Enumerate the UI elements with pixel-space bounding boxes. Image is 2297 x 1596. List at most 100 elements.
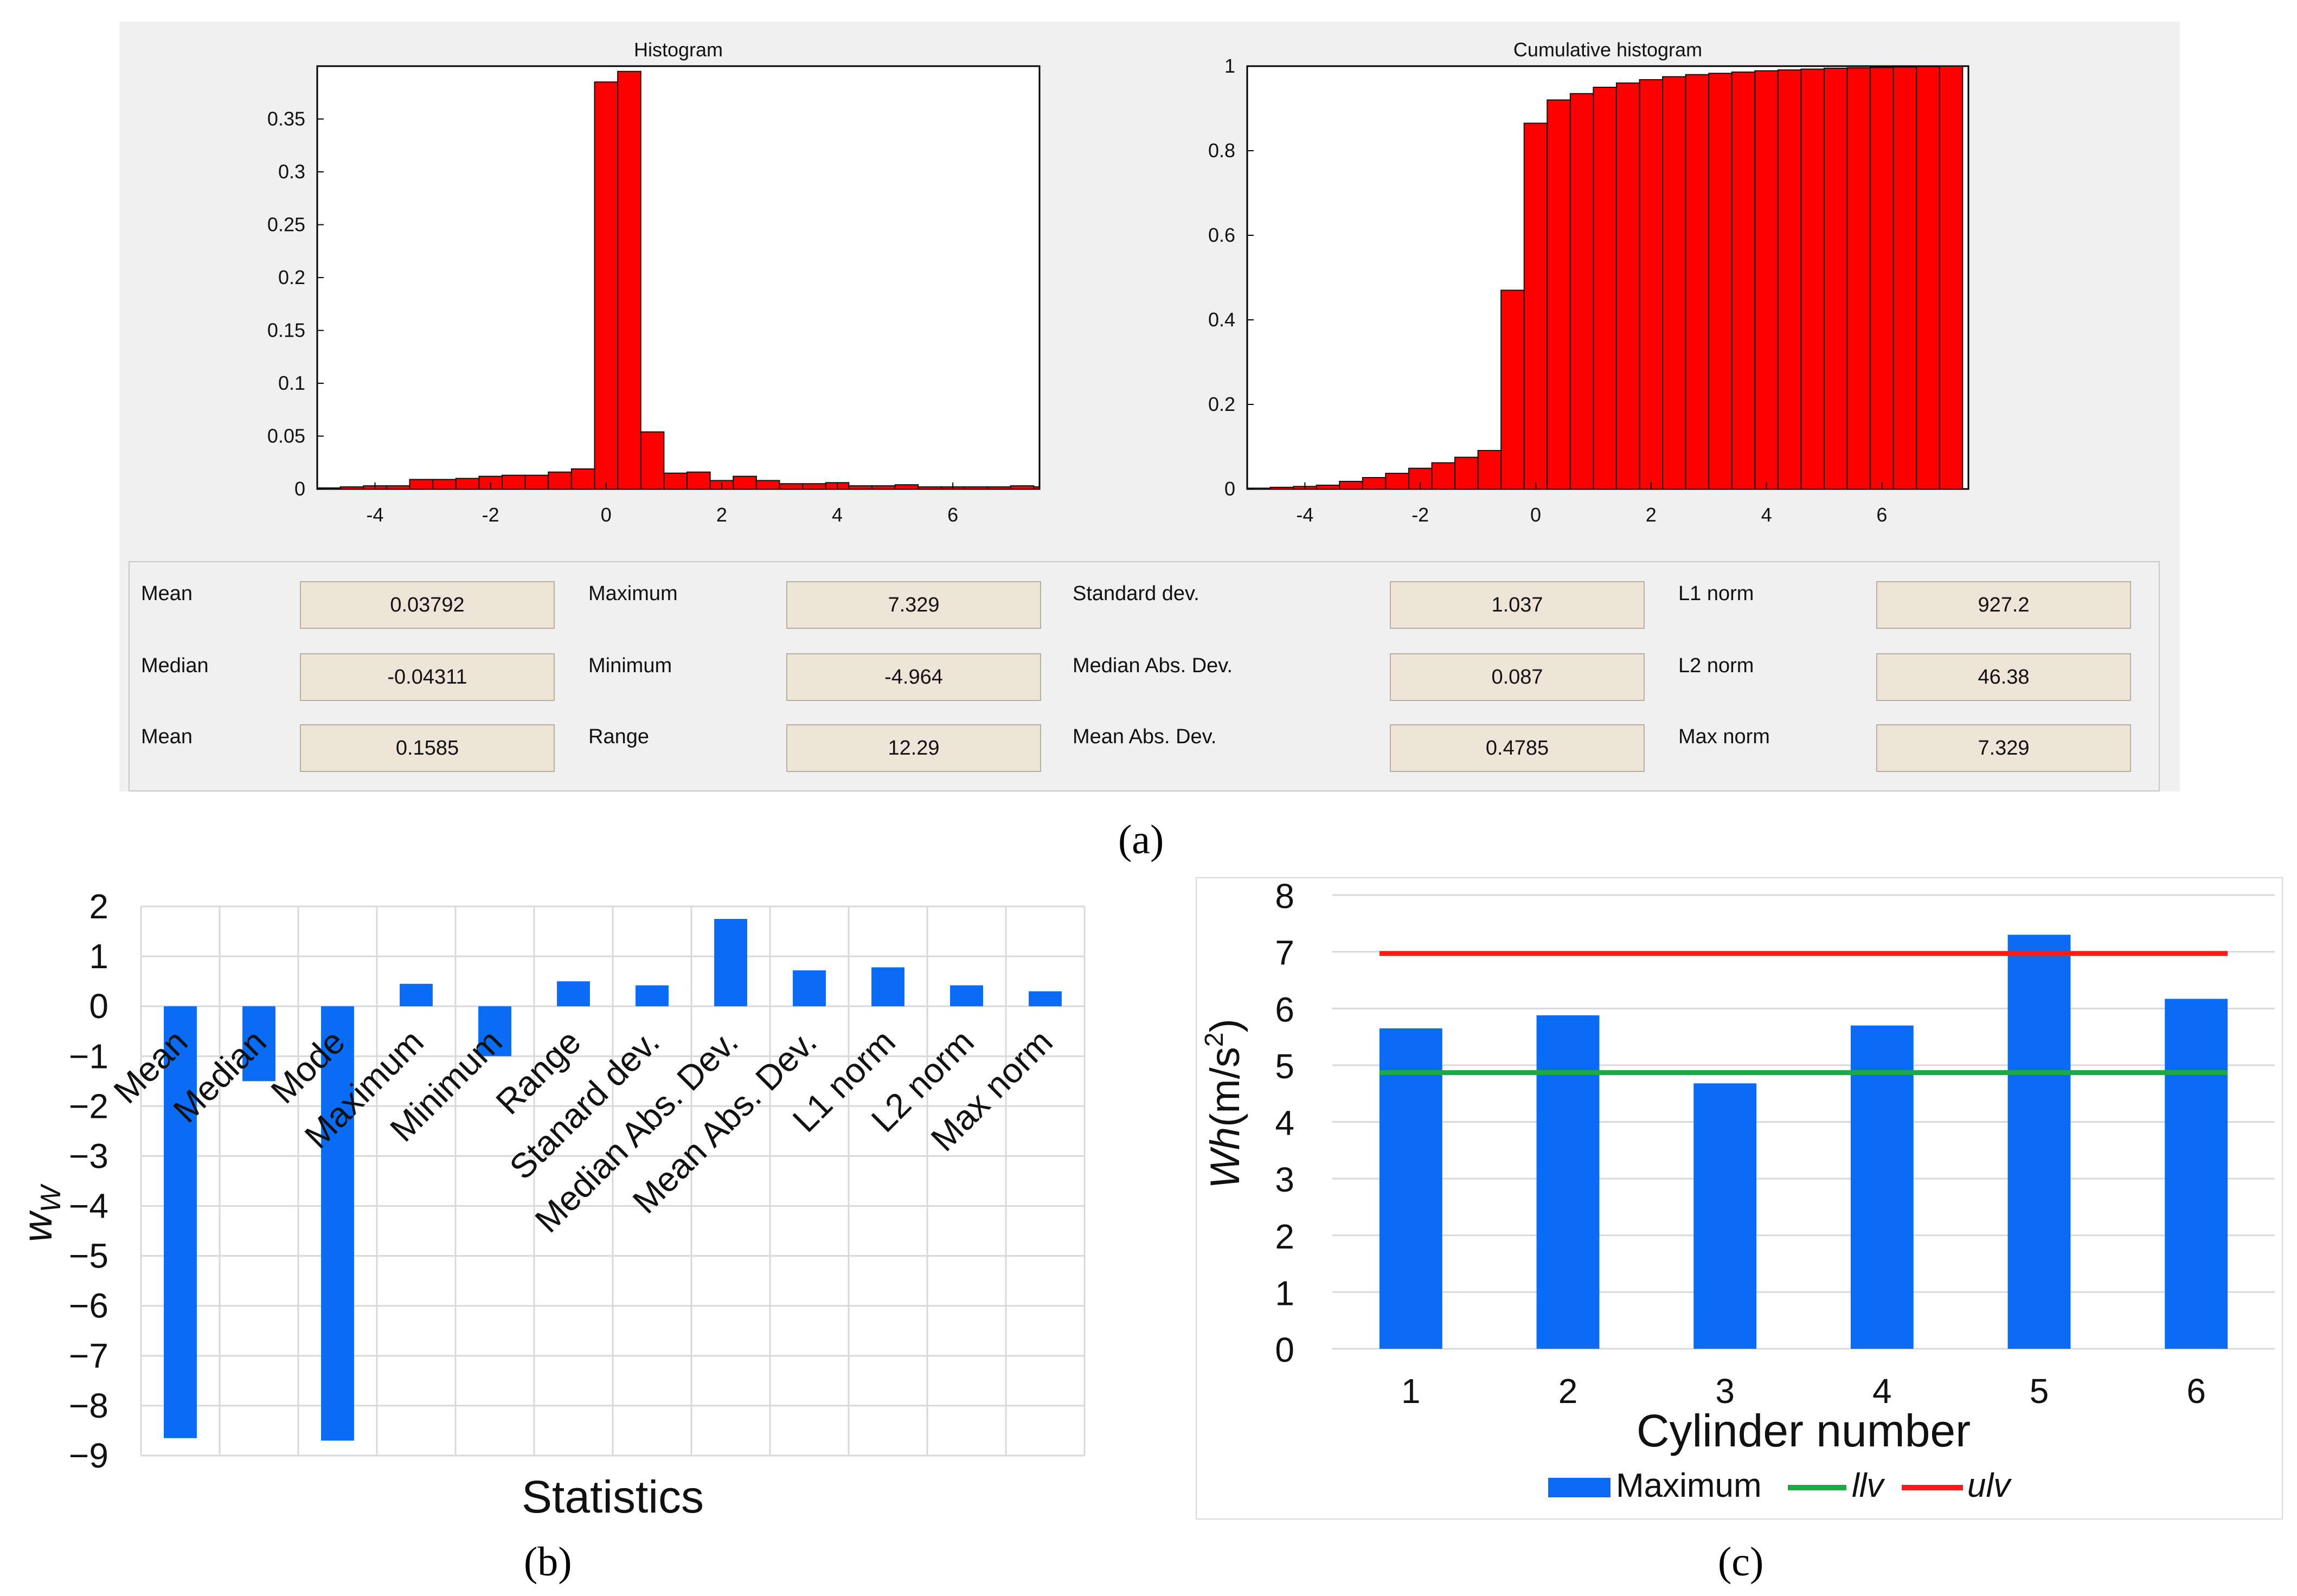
legend-maximum-label: Maximum <box>1616 1467 1762 1504</box>
histogram-bar <box>1033 486 1040 490</box>
histogram-x-tick-label: -4 <box>367 504 384 526</box>
histogram-bar <box>894 484 919 490</box>
histogram-bar <box>733 475 757 490</box>
cumulative-bar <box>1593 87 1617 490</box>
histogram-bar <box>779 483 804 490</box>
y-tick-label: 8 <box>1275 877 1294 916</box>
y-tick-label: −7 <box>69 1336 108 1375</box>
x-axis-label: Statistics <box>522 1471 704 1522</box>
cumulative-title: Cumulative histogram <box>1513 38 1702 61</box>
histogram-bar <box>640 431 665 490</box>
histogram-bar <box>409 479 434 490</box>
histogram-bar <box>1010 485 1035 490</box>
bar-median-abs-dev- <box>714 919 747 1007</box>
caption-b: (b) <box>524 1539 572 1585</box>
histogram-x-tick-label: 6 <box>947 504 958 526</box>
histogram-y-tick-label: 0.1 <box>278 372 305 394</box>
stat-value-minimum: -4.964 <box>786 653 1041 701</box>
cumulative-bar <box>1916 66 1940 490</box>
cumulative-bar <box>1800 68 1825 490</box>
x-axis-label: Cylinder number <box>1637 1405 1971 1456</box>
cumulative-y-tick-label: 0.2 <box>1208 393 1235 415</box>
histogram-bar <box>339 486 364 490</box>
statistics-weights-chart: 210−1−2−3−4−5−6−7−8−9MeanMedianModeMaxim… <box>15 887 1086 1522</box>
cumulative-x-tick-label: -4 <box>1296 504 1313 526</box>
bar-cylinder-1 <box>1379 1028 1442 1349</box>
y-tick-label: 6 <box>1275 990 1294 1029</box>
stat-value-l2-norm: 46.38 <box>1876 653 2131 701</box>
bar-maximum <box>400 983 433 1007</box>
cumulative-bar <box>1870 67 1894 490</box>
legend-llv-label: llv <box>1852 1467 1885 1504</box>
cumulative-bar <box>1777 69 1802 490</box>
stat-label-minimum: Minimum <box>588 654 672 677</box>
bar-mean <box>164 1006 197 1438</box>
caption-a: (a) <box>1118 817 1164 863</box>
cumulative-bar <box>1339 480 1363 490</box>
cumulative-bar <box>1708 73 1733 490</box>
y-tick-label: −9 <box>69 1436 108 1475</box>
legend-maximum-swatch <box>1548 1478 1611 1497</box>
stat-label-median: Median <box>141 654 209 677</box>
cumulative-bar <box>1269 486 1294 490</box>
histogram-chart: Histogram -4 -2 0 2 4 6 0 0.05 0.1 0.15 0.2 0.25 0.3 0… <box>267 38 1969 526</box>
histogram-bar <box>548 471 572 490</box>
y-tick-label: 0 <box>1275 1330 1294 1369</box>
cumulative-bar <box>1316 484 1340 490</box>
histogram-y-tick-label: 0.25 <box>267 214 305 236</box>
histogram-y-tick-label: 0.35 <box>267 108 305 130</box>
cumulative-bar <box>1846 67 1871 490</box>
cumulative-x-tick-label: 0 <box>1530 504 1541 526</box>
chart-c-frame <box>1196 877 2283 1520</box>
y-tick-label: 4 <box>1275 1104 1294 1143</box>
stat-label-l2-norm: L2 norm <box>1678 654 1754 677</box>
x-tick-label: 5 <box>2030 1372 2049 1411</box>
x-tick-label: 4 <box>1872 1372 1892 1411</box>
cumulative-bar <box>1523 123 1548 490</box>
cumulative-x-tick-label: 4 <box>1761 504 1772 526</box>
histogram-y-tick-label: 0.2 <box>278 266 305 288</box>
stat-label-l1-norm: L1 norm <box>1678 582 1754 605</box>
y-tick-label: 5 <box>1275 1047 1294 1086</box>
legend-ulv-label: ulv <box>1967 1467 2012 1504</box>
stat-value-std-dev: 1.037 <box>1390 581 1645 629</box>
y-tick-label: −6 <box>69 1286 108 1325</box>
cumulative-bar <box>1431 462 1456 490</box>
cumulative-bar <box>1892 66 1917 490</box>
cumulative-y-tick-label: 0.4 <box>1208 308 1235 331</box>
stat-value-mean-abs-dev: 0.4785 <box>1390 724 1645 772</box>
y-tick-label: 0 <box>89 987 108 1026</box>
y-tick-label: −4 <box>69 1187 108 1226</box>
bar-stanard-dev- <box>636 985 669 1007</box>
bar-max-norm <box>1029 991 1062 1007</box>
cumulative-bar <box>1754 70 1779 490</box>
histogram-bar <box>663 472 688 490</box>
cumulative-bar <box>1385 473 1409 490</box>
bar-cylinder-3 <box>1693 1083 1757 1349</box>
y-tick-label: 3 <box>1275 1160 1294 1199</box>
stat-label-median-abs-dev: Median Abs. Dev. <box>1073 654 1233 677</box>
cumulative-bar <box>1615 82 1640 490</box>
histogram-y-tick-label: 0.15 <box>267 319 305 342</box>
histogram-x-tick-label: 2 <box>716 504 727 526</box>
stat-value-maximum: 7.329 <box>786 581 1041 629</box>
histogram-bar <box>964 486 989 490</box>
cumulative-x-tick-label: -2 <box>1411 504 1429 526</box>
y-tick-label: 2 <box>1275 1217 1294 1256</box>
cumulative-bar <box>1685 74 1710 490</box>
y-tick-label: −1 <box>69 1037 108 1076</box>
stat-value-median-abs-dev: 0.087 <box>1390 653 1645 701</box>
bar-cylinder-2 <box>1536 1015 1600 1349</box>
stat-value-median: -0.04311 <box>300 653 555 701</box>
histogram-bar <box>802 483 826 490</box>
cumulative-bar <box>1824 67 1848 490</box>
stat-label-mean: Mean <box>141 582 193 605</box>
cumulative-x-tick-label: 6 <box>1876 504 1887 526</box>
bar-median <box>242 1006 275 1082</box>
histogram-bar <box>686 471 711 490</box>
stat-label-maximum: Maximum <box>588 582 678 605</box>
histogram-bar <box>617 70 641 490</box>
bar-cylinder-4 <box>1850 1025 1914 1349</box>
histogram-bar <box>501 474 526 490</box>
cumulative-bar <box>1939 66 1964 490</box>
